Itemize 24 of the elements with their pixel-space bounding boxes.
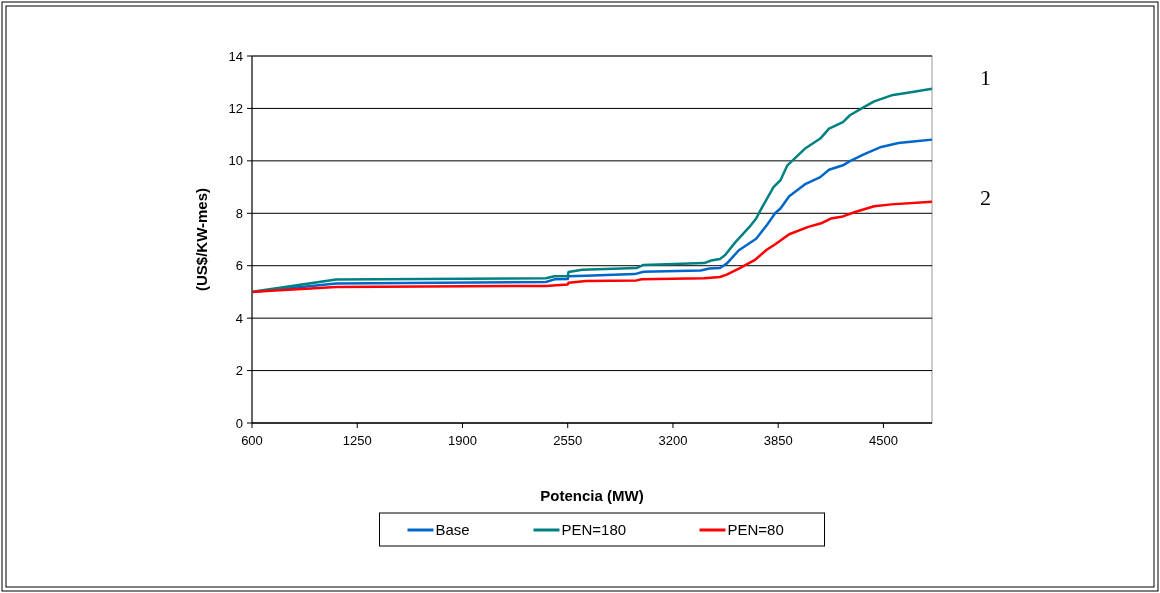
line-series xyxy=(250,200,934,294)
y-axis-title: (US$/KW-mes) xyxy=(193,187,210,292)
x-tick-label: 1900 xyxy=(448,433,477,448)
legend-label: PEN=180 xyxy=(561,521,627,539)
x-tick-label: 2550 xyxy=(553,433,583,448)
line-series xyxy=(250,87,934,294)
y-tick-label: 8 xyxy=(235,205,243,221)
y-tick-label: 10 xyxy=(228,153,243,169)
y-tick-label: 0 xyxy=(235,415,243,431)
text: 2 xyxy=(980,185,991,210)
legend-label: PEN=80 xyxy=(727,521,784,539)
x-tick-label: 4500 xyxy=(868,433,898,448)
text: 1 xyxy=(980,65,991,90)
y-tick-label: 14 xyxy=(228,48,243,64)
x-tick-label: 3850 xyxy=(763,433,793,448)
x-tick-label: 3200 xyxy=(658,433,688,448)
legend-label: Base xyxy=(435,521,470,539)
x-tick-label: 600 xyxy=(241,433,263,448)
y-tick-label: 2 xyxy=(235,363,243,379)
y-tick-label: 4 xyxy=(235,310,243,326)
y-tick-label: 6 xyxy=(235,258,243,274)
x-axis-title: Potencia (MW) xyxy=(540,487,644,504)
x-tick-label: 1250 xyxy=(342,433,372,448)
y-tick-label: 12 xyxy=(228,100,243,116)
